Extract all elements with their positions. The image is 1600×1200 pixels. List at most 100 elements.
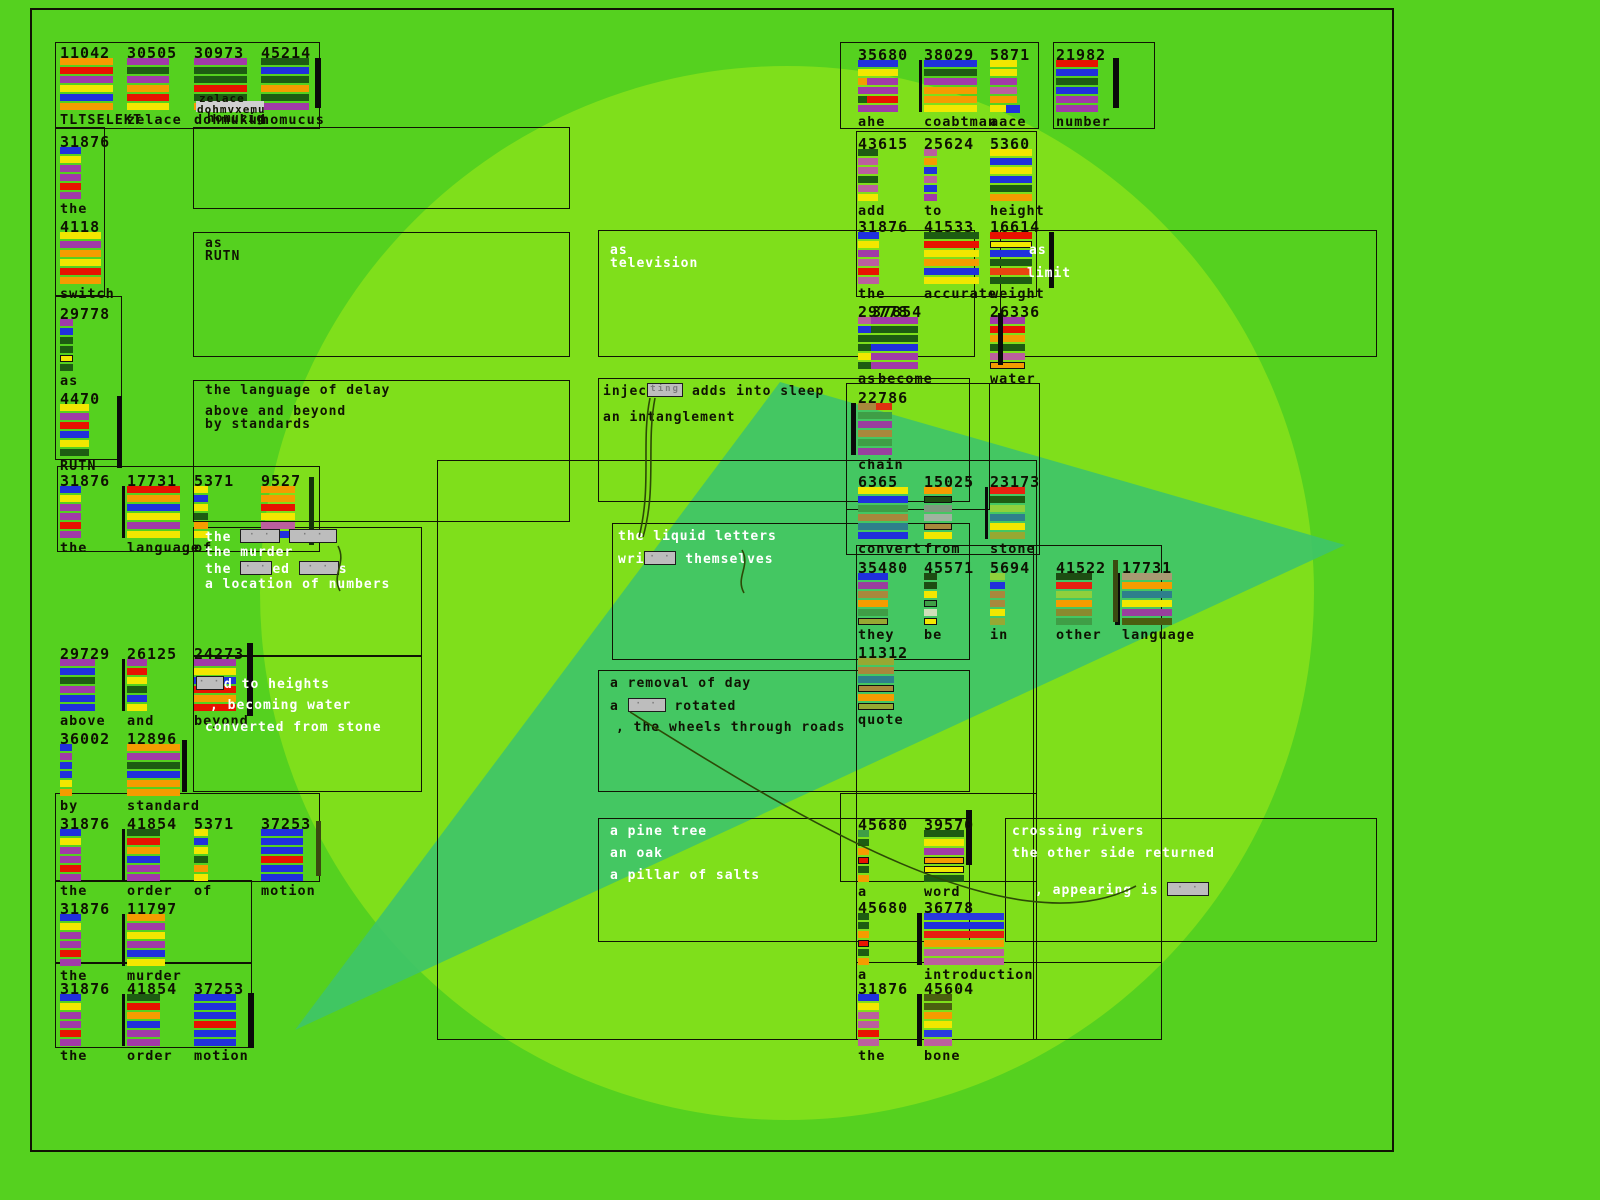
text-fragment: as xyxy=(205,236,223,251)
color-bar xyxy=(127,959,165,966)
color-bar xyxy=(858,685,894,692)
color-bar xyxy=(194,495,208,502)
color-bar xyxy=(990,496,1025,503)
color-bar xyxy=(924,78,977,85)
stack-bars-accurate xyxy=(924,232,979,286)
color-bar xyxy=(1056,105,1098,112)
stack-word-a: a xyxy=(858,884,868,900)
redaction-box[interactable]: · · xyxy=(289,529,338,543)
stack-number-31876: 31876 xyxy=(858,218,909,236)
color-bar xyxy=(858,931,869,938)
color-bar xyxy=(127,659,147,666)
color-bar xyxy=(858,194,878,201)
text-line-28: , appearing is · · xyxy=(1035,882,1210,898)
color-bar xyxy=(858,582,888,589)
color-bar xyxy=(194,865,208,872)
stack-number-45680: 45680 xyxy=(858,899,909,917)
stack-bars-in xyxy=(990,573,1005,627)
stack-word-the: the xyxy=(60,968,88,984)
stack-tick xyxy=(122,486,125,538)
color-bar xyxy=(858,922,869,929)
redaction-box[interactable]: · · xyxy=(240,561,273,575)
bar-mark-7 xyxy=(1113,58,1119,108)
color-bar xyxy=(924,839,964,846)
color-bar xyxy=(127,94,169,101)
text-fragment: homucig xyxy=(207,111,265,125)
redaction-box[interactable]: · · xyxy=(627,698,666,712)
color-bar xyxy=(990,78,1017,85)
stack-word-TLTSELEKT: TLTSELEKT xyxy=(60,112,143,128)
stack-bars-a xyxy=(858,913,869,967)
bar-mark-12 xyxy=(858,78,867,85)
color-bar xyxy=(858,505,908,512)
stack-number-11042: 11042 xyxy=(60,44,111,62)
stack-tick xyxy=(917,994,922,1046)
text-fragment: a pillar of salts xyxy=(610,868,761,883)
color-bar xyxy=(990,241,1032,248)
color-bar xyxy=(194,504,208,511)
color-bar xyxy=(924,931,1004,938)
color-bar xyxy=(60,440,89,447)
text-fragment: injec xyxy=(603,384,648,399)
color-bar xyxy=(60,328,73,335)
color-bar xyxy=(858,439,892,446)
color-bar xyxy=(858,839,869,846)
color-bar xyxy=(858,523,908,530)
stack-number-26336: 26336 xyxy=(990,303,1041,321)
redaction-box[interactable]: · · xyxy=(644,551,677,565)
color-bar xyxy=(127,1021,160,1028)
color-bar xyxy=(924,609,937,616)
color-bar xyxy=(261,847,303,854)
text-line-13: the · · ed · · s xyxy=(205,561,348,577)
color-bar xyxy=(924,618,937,625)
text-fragment: RUTN xyxy=(205,249,241,264)
color-bar xyxy=(127,865,160,872)
text-line-19: wri · · themselves xyxy=(618,551,774,567)
redaction-box[interactable]: · · xyxy=(240,529,281,543)
color-bar xyxy=(924,268,979,275)
color-bar xyxy=(60,183,81,190)
color-bar xyxy=(924,1012,952,1019)
stack-bars-the xyxy=(60,914,81,968)
color-bar xyxy=(1122,618,1172,625)
color-bar xyxy=(60,364,73,371)
text-fragment: rotated xyxy=(665,699,737,714)
text-line-23: a pine tree xyxy=(610,824,707,839)
stack-bars-switch xyxy=(60,232,101,286)
color-bar xyxy=(60,1030,81,1037)
color-bar xyxy=(194,94,247,101)
color-bar xyxy=(127,1003,160,1010)
color-bar xyxy=(924,167,937,174)
stack-word-the: the xyxy=(60,201,88,217)
redaction-box[interactable]: ting xyxy=(647,383,684,397)
color-bar xyxy=(990,326,1025,333)
color-bar xyxy=(990,582,1005,589)
color-bar xyxy=(60,753,72,760)
stack-bars-by xyxy=(60,744,72,798)
color-bar xyxy=(127,67,169,74)
stack-bars-introduction xyxy=(924,913,1004,967)
stack-word-of: of xyxy=(194,883,213,899)
color-bar xyxy=(60,67,113,74)
stack-word-from: from xyxy=(924,541,961,557)
color-bar xyxy=(858,1021,879,1028)
stack-number-5371: 5371 xyxy=(194,472,235,490)
stack-bars-standard xyxy=(127,744,180,798)
color-bar xyxy=(60,874,81,881)
color-bar xyxy=(990,362,1025,369)
color-bar xyxy=(194,1012,236,1019)
stack-bars-as xyxy=(60,319,73,373)
color-bar xyxy=(127,513,180,520)
stack-bars-order xyxy=(127,994,160,1048)
color-bar xyxy=(858,1039,879,1046)
color-bar xyxy=(60,513,81,520)
redaction-box[interactable]: · · xyxy=(1167,882,1210,896)
color-bar xyxy=(60,486,81,493)
color-bar xyxy=(60,668,95,675)
redaction-box[interactable]: · · xyxy=(298,561,339,575)
color-bar xyxy=(924,176,937,183)
color-bar xyxy=(990,505,1025,512)
redaction-box[interactable]: · · xyxy=(196,676,224,690)
color-bar xyxy=(127,1039,160,1046)
stack-bars-bone xyxy=(924,994,952,1048)
